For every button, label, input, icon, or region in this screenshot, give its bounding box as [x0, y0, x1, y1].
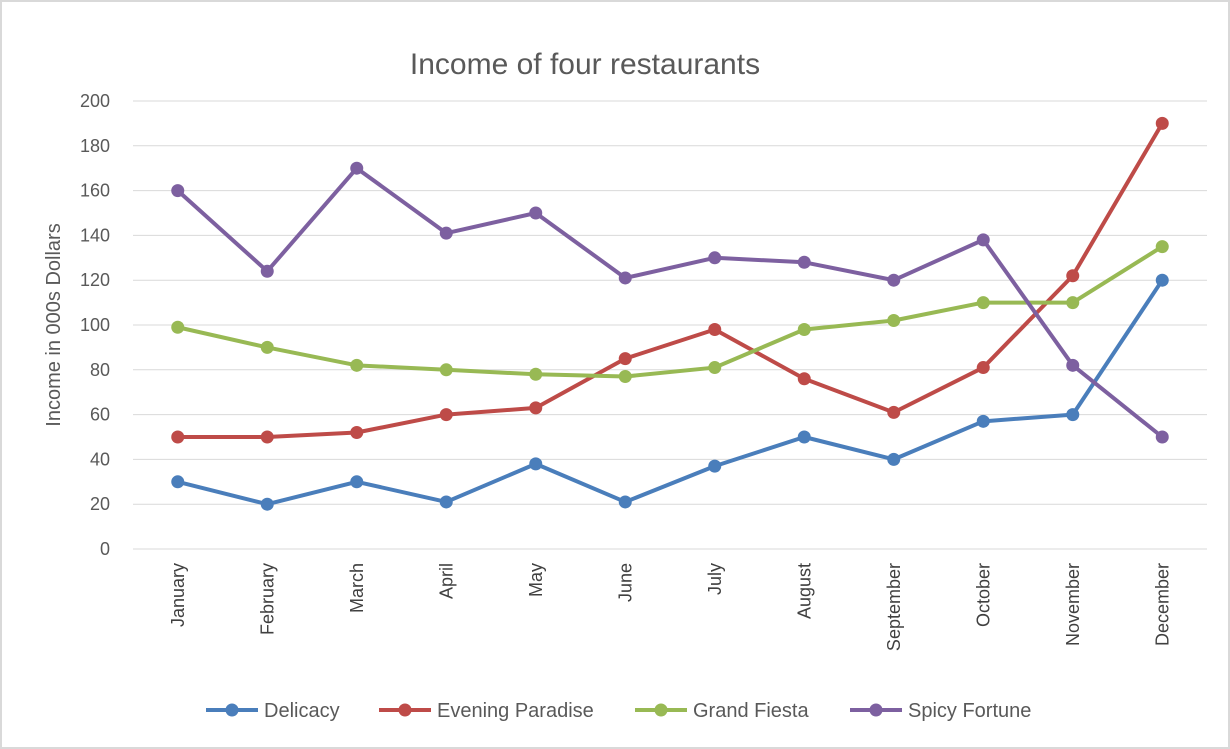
- y-tick-label: 160: [80, 181, 110, 201]
- data-point: [708, 251, 722, 265]
- y-tick-label: 120: [80, 270, 110, 290]
- y-tick-label: 140: [80, 225, 110, 245]
- data-point: [976, 233, 990, 247]
- data-point: [887, 314, 901, 328]
- data-point: [1155, 240, 1169, 254]
- data-point: [439, 408, 453, 422]
- legend-item: Evening Paradise: [379, 700, 594, 722]
- legend-label: Evening Paradise: [437, 700, 594, 722]
- data-point: [350, 161, 364, 175]
- x-tick-label: September: [884, 563, 904, 651]
- y-tick-label: 80: [90, 360, 110, 380]
- data-point: [976, 361, 990, 375]
- data-point: [260, 340, 274, 354]
- y-tick-label: 60: [90, 405, 110, 425]
- x-tick-label: November: [1063, 563, 1083, 646]
- y-axis-ticks: 0 20 40 60 80 100 120 140 160 180 200: [80, 91, 110, 559]
- x-tick-label: December: [1152, 563, 1172, 646]
- data-point: [1066, 358, 1080, 372]
- data-point: [529, 367, 543, 381]
- data-point: [1155, 273, 1169, 287]
- data-point: [1066, 269, 1080, 283]
- data-point: [350, 475, 364, 489]
- x-tick-label: May: [526, 563, 546, 597]
- data-point: [439, 363, 453, 377]
- data-point: [350, 358, 364, 372]
- data-point: [887, 273, 901, 287]
- legend-item: Delicacy: [206, 700, 340, 722]
- data-point: [618, 495, 632, 509]
- x-tick-label: August: [794, 563, 814, 619]
- data-point: [708, 361, 722, 375]
- series-grand-fiesta: [171, 240, 1169, 384]
- legend-marker: [398, 703, 412, 717]
- legend-label: Grand Fiesta: [693, 700, 809, 722]
- x-tick-label: October: [973, 563, 993, 627]
- data-point: [1066, 408, 1080, 422]
- series-spicy-fortune: [171, 161, 1169, 444]
- y-tick-label: 0: [100, 539, 110, 559]
- data-point: [887, 452, 901, 466]
- series-delicacy: [171, 273, 1169, 511]
- legend-item: Grand Fiesta: [635, 700, 809, 722]
- legend-marker: [225, 703, 239, 717]
- data-point: [797, 430, 811, 444]
- chart-title: Income of four restaurants: [410, 48, 760, 81]
- data-point: [618, 352, 632, 366]
- data-point: [708, 459, 722, 473]
- data-point: [439, 226, 453, 240]
- data-point: [618, 271, 632, 285]
- legend-label: Spicy Fortune: [908, 700, 1031, 722]
- data-point: [797, 255, 811, 269]
- x-tick-label: February: [257, 563, 277, 635]
- legend-label: Delicacy: [264, 700, 340, 722]
- data-point: [887, 405, 901, 419]
- data-point: [708, 322, 722, 336]
- data-point: [976, 296, 990, 310]
- data-point: [171, 184, 185, 198]
- data-point: [260, 264, 274, 278]
- x-axis-ticks: January February March April May June July Augu…: [168, 563, 1173, 651]
- data-point: [1066, 296, 1080, 310]
- series-line: [175, 166, 1165, 439]
- y-tick-label: 40: [90, 449, 110, 469]
- x-tick-label: June: [615, 563, 635, 602]
- y-tick-label: 20: [90, 494, 110, 514]
- data-point: [976, 414, 990, 428]
- y-tick-label: 100: [80, 315, 110, 335]
- x-tick-label: March: [347, 563, 367, 613]
- legend-item: Spicy Fortune: [850, 700, 1031, 722]
- gridlines: [133, 100, 1207, 550]
- data-point: [439, 495, 453, 509]
- data-point: [1155, 116, 1169, 130]
- legend-marker: [654, 703, 668, 717]
- x-tick-label: January: [168, 563, 188, 627]
- data-point: [171, 320, 185, 334]
- data-point: [529, 206, 543, 220]
- y-tick-label: 200: [80, 91, 110, 111]
- series-evening-paradise: [171, 116, 1169, 444]
- series-line: [175, 278, 1165, 507]
- legend-marker: [869, 703, 883, 717]
- legend: Delicacy Evening Paradise Grand Fiesta Spic…: [206, 700, 1031, 722]
- data-point: [529, 401, 543, 415]
- series-line: [175, 121, 1165, 439]
- data-point: [171, 475, 185, 489]
- data-point: [618, 370, 632, 384]
- data-point: [260, 430, 274, 444]
- data-point: [171, 430, 185, 444]
- series-line: [175, 244, 1165, 379]
- series-lines: [171, 116, 1169, 511]
- data-point: [797, 372, 811, 386]
- y-tick-label: 180: [80, 136, 110, 156]
- data-point: [797, 322, 811, 336]
- data-point: [350, 426, 364, 440]
- x-tick-label: July: [705, 563, 725, 595]
- y-axis-label: Income in 000s Dollars: [43, 223, 65, 426]
- data-point: [1155, 430, 1169, 444]
- data-point: [260, 497, 274, 511]
- x-tick-label: April: [436, 563, 456, 599]
- data-point: [529, 457, 543, 471]
